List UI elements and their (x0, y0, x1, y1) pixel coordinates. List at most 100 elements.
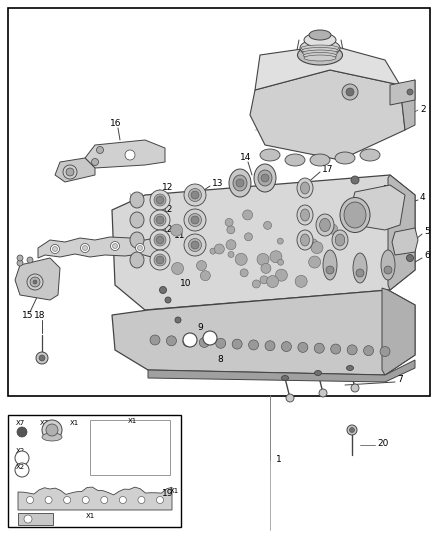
Ellipse shape (304, 55, 336, 61)
Circle shape (235, 253, 247, 265)
Circle shape (101, 497, 108, 504)
Circle shape (36, 352, 48, 364)
Text: 8: 8 (217, 356, 223, 365)
Circle shape (125, 150, 135, 160)
Text: X2: X2 (16, 464, 25, 470)
Circle shape (46, 424, 58, 436)
Circle shape (228, 252, 234, 257)
Polygon shape (392, 228, 418, 255)
Bar (90, 420, 170, 475)
Circle shape (110, 241, 120, 251)
Ellipse shape (314, 370, 321, 376)
Circle shape (165, 297, 171, 303)
Circle shape (278, 259, 283, 265)
Circle shape (311, 241, 323, 254)
Circle shape (166, 336, 177, 346)
Ellipse shape (150, 210, 170, 230)
Ellipse shape (303, 50, 338, 56)
Text: 13: 13 (212, 180, 223, 189)
Circle shape (350, 427, 354, 432)
Circle shape (197, 261, 206, 271)
Ellipse shape (233, 175, 247, 191)
Circle shape (364, 346, 374, 356)
Circle shape (33, 280, 37, 284)
Text: 6: 6 (424, 252, 430, 261)
Circle shape (39, 355, 45, 361)
Circle shape (210, 248, 216, 254)
Text: X1: X1 (170, 488, 179, 494)
Ellipse shape (302, 47, 338, 53)
Ellipse shape (310, 154, 330, 166)
Circle shape (244, 233, 252, 241)
Circle shape (96, 147, 103, 154)
Text: X2: X2 (16, 448, 25, 454)
Circle shape (27, 257, 33, 263)
Circle shape (406, 254, 413, 262)
Ellipse shape (297, 205, 313, 225)
Polygon shape (55, 158, 95, 182)
Ellipse shape (150, 250, 170, 270)
Bar (8, 415, 181, 527)
Ellipse shape (130, 212, 144, 228)
Ellipse shape (297, 45, 343, 65)
Text: 3: 3 (382, 184, 388, 193)
Ellipse shape (300, 39, 340, 57)
Circle shape (309, 256, 321, 268)
Ellipse shape (188, 238, 201, 252)
Ellipse shape (229, 169, 251, 197)
Circle shape (17, 255, 23, 261)
Polygon shape (38, 237, 160, 258)
Circle shape (66, 168, 74, 176)
Circle shape (156, 497, 163, 504)
Ellipse shape (360, 149, 380, 161)
Text: 5: 5 (424, 228, 430, 237)
Circle shape (203, 331, 217, 345)
Circle shape (156, 236, 164, 244)
Ellipse shape (285, 154, 305, 166)
Circle shape (277, 238, 283, 244)
Ellipse shape (154, 214, 166, 226)
Ellipse shape (304, 33, 336, 47)
Ellipse shape (297, 230, 313, 250)
Circle shape (64, 497, 71, 504)
Circle shape (30, 277, 40, 287)
Circle shape (342, 84, 358, 100)
Ellipse shape (258, 170, 272, 186)
Circle shape (200, 271, 210, 281)
Circle shape (50, 245, 60, 254)
Ellipse shape (335, 234, 345, 246)
Circle shape (82, 246, 88, 251)
Ellipse shape (309, 30, 331, 40)
Ellipse shape (297, 178, 313, 198)
Text: 4: 4 (420, 193, 426, 203)
Text: X7: X7 (16, 420, 25, 426)
Text: 9: 9 (197, 324, 203, 333)
Circle shape (257, 254, 269, 265)
Circle shape (191, 216, 199, 224)
Circle shape (138, 497, 145, 504)
Polygon shape (112, 175, 415, 310)
Circle shape (270, 251, 282, 263)
Text: 17: 17 (322, 166, 333, 174)
Circle shape (282, 342, 291, 352)
Ellipse shape (323, 250, 337, 280)
Circle shape (380, 346, 390, 357)
Ellipse shape (188, 189, 201, 201)
Bar (18, 513, 53, 525)
Circle shape (240, 269, 248, 277)
Ellipse shape (332, 230, 348, 250)
Circle shape (170, 224, 183, 236)
Polygon shape (18, 487, 172, 510)
Ellipse shape (326, 266, 334, 274)
Circle shape (264, 221, 272, 229)
Text: X1: X1 (70, 420, 79, 426)
Circle shape (17, 260, 23, 266)
Circle shape (156, 256, 164, 264)
Ellipse shape (384, 266, 392, 274)
Text: 14: 14 (240, 154, 251, 163)
Circle shape (346, 88, 354, 96)
Circle shape (328, 224, 338, 234)
Circle shape (407, 89, 413, 95)
Circle shape (138, 246, 142, 251)
Ellipse shape (340, 198, 370, 232)
